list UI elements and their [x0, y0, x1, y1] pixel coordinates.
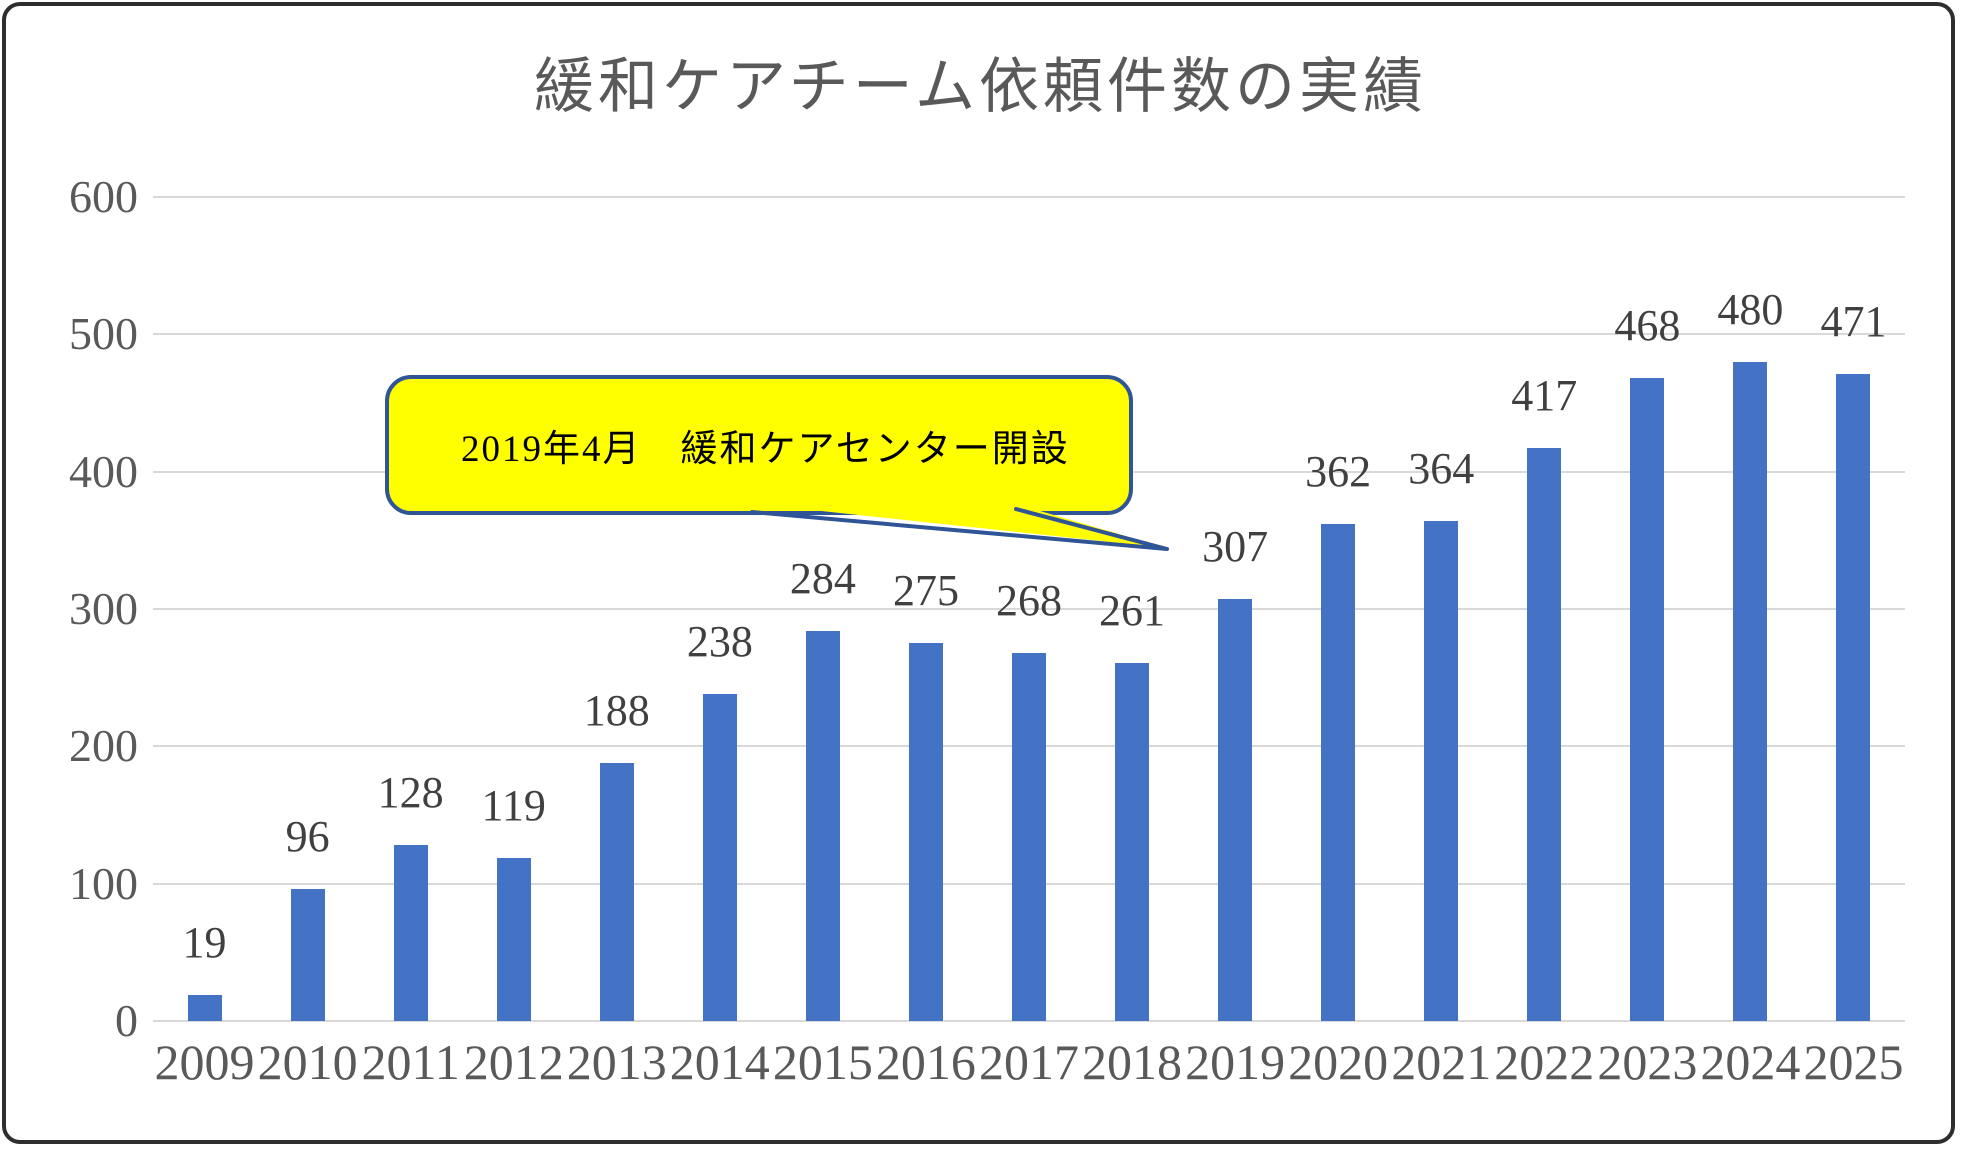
bar-value-label: 119	[481, 780, 546, 830]
y-axis-label: 600	[69, 171, 138, 222]
x-axis-label: 2009	[154, 1034, 255, 1090]
gridline	[153, 608, 1905, 610]
callout-annotation: 2019年4月 緩和ケアセンター開設	[385, 375, 1133, 515]
x-axis-label: 2015	[772, 1034, 873, 1090]
bar-value-label: 417	[1511, 371, 1578, 421]
x-axis-label: 2022	[1494, 1034, 1595, 1090]
x-axis-label: 2011	[361, 1034, 460, 1090]
bar-2024	[1733, 361, 1768, 1021]
bar-2023	[1630, 378, 1665, 1021]
bar-value-label: 364	[1408, 444, 1475, 494]
bar-value-label: 188	[583, 685, 650, 735]
bar-value-label: 128	[377, 768, 444, 818]
bar-value-label: 307	[1202, 522, 1269, 572]
gridline	[153, 1020, 1905, 1022]
y-axis-label: 300	[69, 583, 138, 634]
bar-2011	[393, 845, 428, 1021]
x-axis-label: 2021	[1391, 1034, 1492, 1090]
bar-value-label: 284	[789, 553, 856, 603]
bar-2015	[805, 630, 840, 1021]
bar-2017	[1012, 652, 1046, 1021]
bar-value-label: 238	[686, 617, 753, 667]
x-axis-label: 2010	[257, 1034, 358, 1090]
x-axis-label: 2017	[978, 1034, 1079, 1090]
x-axis-label: 2024	[1700, 1034, 1801, 1090]
y-axis-label: 400	[69, 445, 138, 497]
bar-value-label: 96	[285, 812, 330, 862]
callout-annotation-text: 2019年4月 緩和ケアセンター開設	[461, 429, 1070, 470]
y-axis-label: 500	[69, 308, 138, 360]
x-axis-label: 2013	[566, 1034, 667, 1090]
bar-value-label: 480	[1717, 284, 1784, 334]
bar-2016	[908, 643, 943, 1021]
gridline	[153, 333, 1905, 336]
x-axis-label: 2019	[1185, 1034, 1286, 1090]
bar-2014	[702, 694, 737, 1021]
bar-value-label: 468	[1614, 301, 1681, 351]
y-axis-label: 200	[69, 720, 138, 772]
bar-value-label: 19	[182, 917, 227, 967]
bar-2018	[1115, 662, 1150, 1021]
gridline	[153, 196, 1905, 198]
bar-2019	[1218, 599, 1253, 1021]
x-axis-label: 2018	[1082, 1034, 1183, 1090]
callout-tail	[750, 504, 1169, 551]
bar-2013	[599, 762, 634, 1021]
bar-2025	[1836, 374, 1871, 1021]
x-axis-label: 2016	[875, 1034, 976, 1090]
bar-2022	[1527, 448, 1562, 1021]
bar-value-label: 275	[892, 566, 959, 616]
bar-2012	[496, 857, 531, 1021]
x-axis-label: 2014	[669, 1034, 770, 1090]
y-axis-label: 100	[69, 857, 138, 909]
x-axis-label: 2023	[1597, 1034, 1698, 1090]
bar-2009	[187, 994, 222, 1021]
chart-title: 緩和ケアチーム依頼件数の実績	[534, 54, 1427, 120]
bar-value-label: 362	[1305, 446, 1372, 496]
x-axis-label: 2025	[1803, 1034, 1904, 1090]
x-axis-label: 2012	[463, 1034, 564, 1090]
bar-value-label: 268	[996, 575, 1062, 625]
y-axis-label: 0	[115, 995, 138, 1046]
bar-value-label: 471	[1820, 297, 1887, 347]
x-axis-label: 2020	[1288, 1034, 1389, 1090]
bar-2020	[1321, 523, 1356, 1021]
bar-2010	[290, 889, 325, 1021]
bar-2021	[1424, 521, 1459, 1021]
bar-value-label: 261	[1099, 585, 1166, 635]
